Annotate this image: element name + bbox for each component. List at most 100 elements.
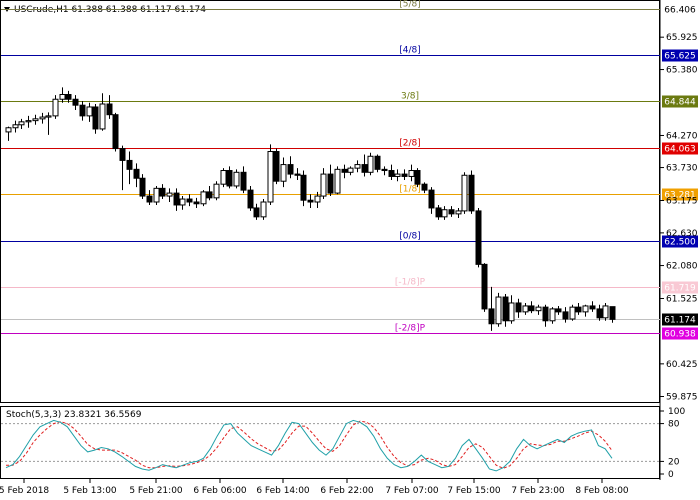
murrey-levels: [5/8] 66.406 [4/8] 65.625 3/8] 64.844 [2/8] 64.… (1, 0, 698, 340)
stoch-tick-label: 100 (668, 407, 685, 417)
candle-body (260, 201, 267, 218)
candle-body (200, 191, 207, 205)
candle-body (515, 302, 522, 313)
price-tick-label: 62.080 (666, 262, 698, 272)
candle-body (86, 106, 93, 117)
level-price-label: 61.719 (664, 284, 696, 294)
price-tick-label: 62.630 (666, 229, 698, 239)
candle-body (549, 308, 556, 322)
level-label: [-1/8]P (395, 278, 426, 288)
candle-body (294, 173, 301, 176)
candle-body (112, 114, 119, 150)
candle-body (421, 183, 428, 191)
time-tick-label: 6 Feb 14:00 (256, 486, 310, 496)
level-label: [2/8] (399, 139, 421, 149)
candle-body (247, 189, 254, 209)
level-price-box (662, 281, 698, 294)
candle-body (367, 155, 374, 173)
level-price-label: 62.500 (664, 238, 696, 248)
candle-body (609, 306, 616, 320)
candle-body (408, 170, 415, 177)
candles (5, 87, 616, 331)
candle-body (39, 116, 46, 120)
time-tick-label: 7 Feb 07:00 (385, 486, 439, 496)
stoch-main-line (5, 419, 613, 472)
candle-body (341, 168, 348, 173)
level-price-box (662, 95, 698, 108)
candle-body (589, 305, 596, 310)
candle-body (233, 171, 240, 187)
candle-body (388, 170, 395, 177)
candle-body (495, 296, 502, 325)
stoch-signal-line (6, 420, 613, 469)
time-tick-label: 5 Feb 13:00 (63, 486, 117, 496)
candle-body (213, 183, 220, 199)
candle-body (575, 306, 582, 313)
candle-body (179, 198, 186, 206)
stoch-tick-label: 20 (668, 457, 680, 467)
time-tick-label: 6 Feb 06:00 (193, 486, 247, 496)
level-price-label: 66.406 (664, 6, 696, 16)
candle-body (569, 306, 576, 320)
stoch-tick-label: 0 (668, 470, 674, 480)
candle-body (401, 173, 408, 177)
candle-body (481, 263, 488, 310)
candle-body (455, 210, 462, 215)
candle-body (522, 305, 529, 313)
candle-body (52, 98, 59, 117)
level-price-label: 63.281 (664, 191, 696, 201)
candle-body (79, 104, 86, 117)
stochastic-oscillator: 100 80 20 0 (1, 407, 685, 480)
level-label: 3/8] (401, 92, 419, 102)
candle-body (32, 118, 39, 122)
candle-body (280, 164, 287, 182)
candle-body (582, 305, 589, 313)
candle-body (602, 305, 609, 319)
level-price-label: 64.844 (664, 98, 696, 108)
candle-body (461, 174, 468, 212)
candle-body (119, 148, 126, 161)
level-label: [1/8] (399, 185, 421, 195)
candle-body (596, 308, 603, 319)
level-price-box (662, 142, 698, 155)
candle-body (92, 106, 99, 130)
candle-body (542, 306, 549, 322)
time-tick-label: 7 Feb 15:00 (447, 486, 501, 496)
level-price-box (662, 3, 698, 16)
candle-body (307, 199, 314, 203)
candle-body (287, 164, 294, 175)
candle-body (361, 164, 368, 173)
candle-body (25, 120, 32, 123)
candle-body (206, 191, 213, 199)
candle-body (314, 195, 321, 203)
candle-body (428, 189, 435, 209)
candle-body (153, 187, 160, 203)
candle-body (381, 168, 388, 172)
price-tick-label: 63.175 (666, 197, 698, 207)
candle-body (334, 168, 341, 194)
candle-body (186, 198, 193, 203)
candle-body (394, 173, 401, 177)
candle-body (475, 210, 482, 265)
candle-body (320, 173, 327, 197)
candle-body (448, 209, 455, 215)
candle-body (347, 167, 354, 173)
candle-body (327, 173, 334, 194)
candle-body (468, 174, 475, 212)
candle-body (374, 155, 381, 170)
candle-body (5, 127, 12, 133)
candle-body (18, 121, 25, 126)
candle-body (435, 207, 442, 218)
level-price-box (662, 49, 698, 62)
time-tick-label: 6 Feb 22:00 (320, 486, 374, 496)
candle-body (562, 311, 569, 320)
candle-body (99, 103, 106, 130)
candle-body (146, 195, 153, 203)
level-label: [4/8] (399, 46, 421, 56)
candle-body (133, 168, 140, 179)
candle-body (414, 170, 421, 185)
candle-body (106, 103, 113, 116)
level-price-box (662, 188, 698, 201)
candle-body (12, 124, 19, 129)
